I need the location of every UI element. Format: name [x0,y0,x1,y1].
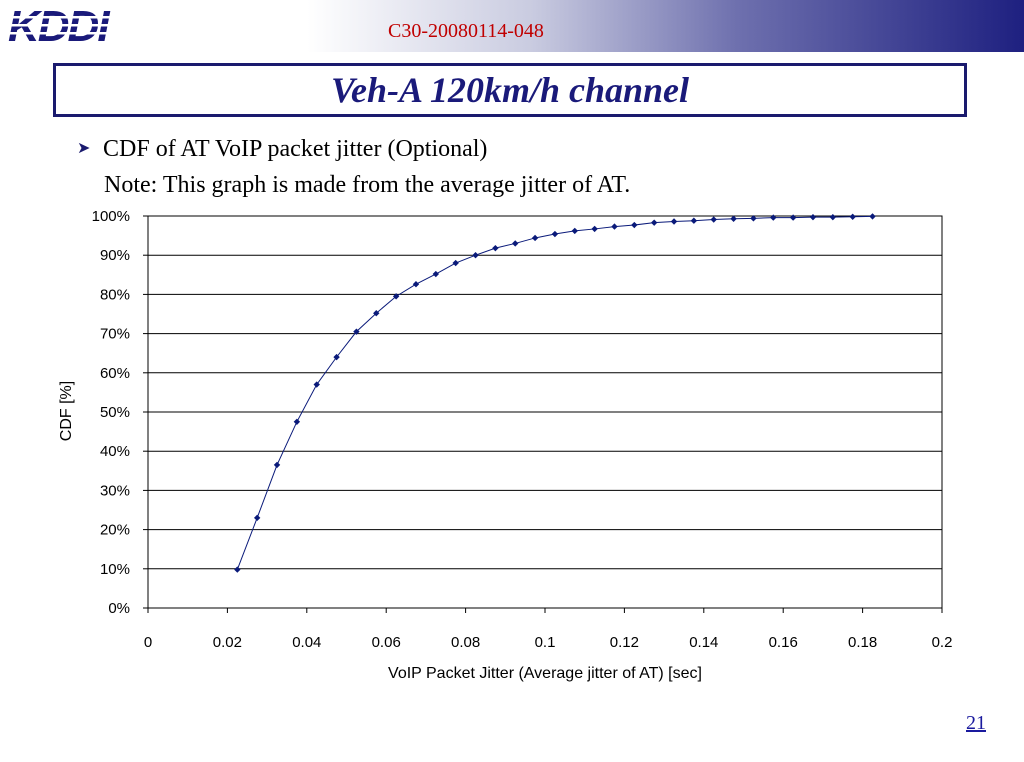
data-point [750,215,757,222]
y-tick-label: 10% [100,561,130,578]
data-point [273,461,281,469]
data-point [253,514,261,522]
x-tick-label: 0.12 [610,634,639,651]
data-point [849,213,856,220]
data-point [492,244,499,252]
data-point [789,214,797,221]
x-tick-label: 0.14 [689,634,718,651]
data-point [531,234,539,242]
series-cdf [234,213,876,573]
x-tick-label: 0.02 [213,634,242,651]
data-point [333,353,340,361]
y-tick-label: 40% [100,443,130,460]
x-tick-label: 0.04 [292,634,321,651]
slide-title: Veh-A 120km/h channel [330,70,690,110]
kddi-logo: KDDI [6,2,124,51]
data-point [313,381,320,388]
data-point [234,566,241,573]
y-tick-labels: 0% 10% 20% 30% 40% 50% 60% 70% 80% 90% 100% [92,208,130,617]
series-line [236,215,873,570]
title-box: Veh-A 120km/h channel [53,63,967,117]
data-point [611,223,618,230]
document-id: C30-20080114-048 [388,20,544,42]
plot-area [147,215,943,609]
x-tick-labels: 0 0.02 0.04 0.06 0.08 0.1 0.12 0.14 0.16 0.18 0.2 [144,634,953,651]
header-band [0,0,1024,52]
cdf-chart: 0% 10% 20% 30% 40% 50% 60% 70% 80% 90% 100% 0 0.02 0… [0,200,1024,695]
data-point [770,214,777,221]
x-tick-label: 0.1 [535,634,556,651]
data-point [571,227,578,235]
arrow-bullet-icon: ➤ [77,140,91,157]
data-point [392,293,400,300]
x-tick-label: 0.2 [932,634,953,651]
y-tick-label: 50% [100,404,130,421]
bullet-item: ➤ CDF of AT VoIP packet jitter (Optional) [77,136,487,163]
data-point [472,252,479,259]
x-tick-label: 0 [144,634,152,651]
note-text: Note: This graph is made from the averag… [104,172,631,198]
y-tick-label: 80% [100,286,130,303]
data-point [591,225,598,233]
data-point [293,418,301,425]
y-tick-label: 70% [100,326,130,343]
data-point [710,216,717,223]
data-point [432,270,440,278]
x-tick-label: 0.18 [848,634,877,651]
bullet-text: CDF of AT VoIP packet jitter (Optional) [103,136,488,162]
x-tick-label: 0.06 [372,634,401,651]
y-tick-label: 90% [100,247,130,264]
y-tick-label: 30% [100,482,130,499]
y-axis-label: CDF [%] [58,381,75,441]
y-tick-label: 20% [100,522,130,539]
data-point [373,310,380,317]
y-tick-label: 100% [92,208,130,225]
data-point [690,217,698,224]
data-point [730,215,737,222]
x-axis-label: VoIP Packet Jitter (Average jitter of AT… [388,665,702,682]
y-tick-label: 0% [108,600,130,617]
grid-lines [143,215,943,613]
data-point [670,218,678,225]
x-tick-label: 0.16 [769,634,798,651]
data-point [631,221,638,229]
data-point [512,240,519,247]
data-point [353,328,360,335]
data-point [551,230,559,238]
data-point [650,219,658,226]
x-tick-label: 0.08 [451,634,480,651]
y-tick-label: 60% [100,365,130,382]
data-point [809,213,817,221]
data-point [869,213,876,220]
data-point [829,213,837,221]
page-number: 21 [966,712,986,734]
data-point [452,259,459,267]
data-point [412,281,420,288]
